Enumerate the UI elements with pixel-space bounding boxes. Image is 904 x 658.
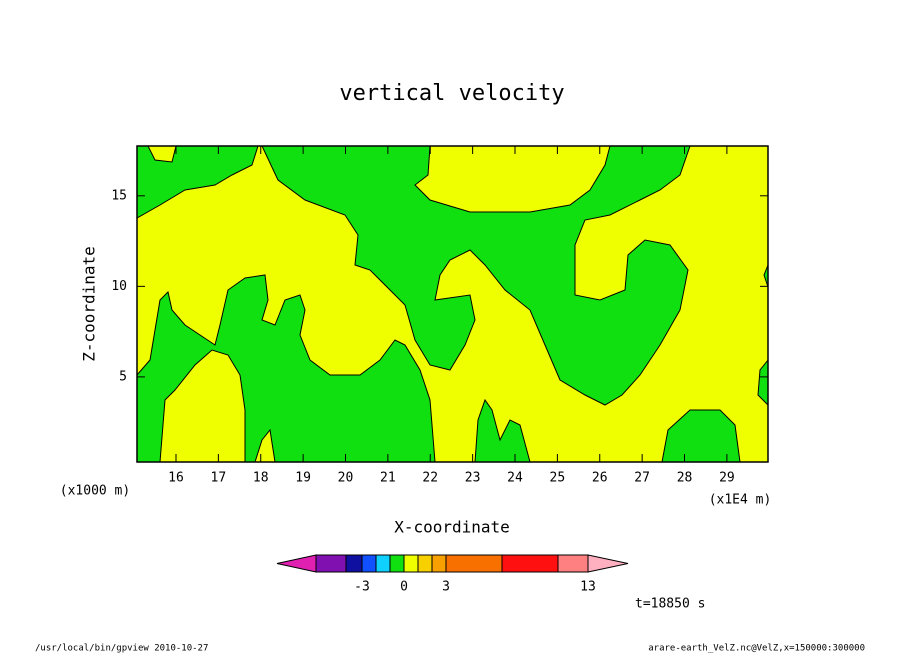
colorbar-box: [557, 554, 589, 573]
time-label: t=18850 s: [635, 597, 705, 612]
x-tick-label: 26: [592, 471, 608, 486]
x-tick-label: 24: [507, 471, 523, 486]
colorbar-box: [389, 554, 405, 573]
x-tick-label: 27: [634, 471, 650, 486]
colorbar-arrow: [276, 554, 317, 573]
region: [136, 145, 259, 219]
region: [474, 398, 531, 463]
x-tick-label: 19: [295, 471, 311, 486]
y-tick-label: 15: [111, 188, 127, 203]
colorbar-tick-label: 0: [400, 580, 408, 595]
x-tick-label: 29: [719, 471, 735, 486]
x-tick-label: 21: [380, 471, 396, 486]
footer-right: arare-earth_VelZ.nc@VelZ,x=150000:300000: [648, 644, 865, 654]
colorbar-box: [417, 554, 433, 573]
y-axis-label: Z-coordinate: [80, 246, 99, 362]
colorbar-tick-label: 3: [442, 580, 450, 595]
x-tick-label: 22: [422, 471, 438, 486]
colorbar-box: [361, 554, 377, 573]
y-tick-label: 10: [111, 279, 127, 294]
footer-left: /usr/local/bin/gpview 2010-10-27: [35, 644, 208, 654]
colorbar-arrow: [587, 554, 629, 573]
colorbar-box: [445, 554, 503, 573]
plot-area: [136, 145, 769, 463]
x-tick-label: 25: [550, 471, 566, 486]
colorbar: -3 0 3 13: [276, 554, 629, 595]
contour-regions: [136, 145, 769, 463]
colorbar-box: [501, 554, 559, 573]
colorbar-box: [345, 554, 363, 573]
colorbar-box: [431, 554, 447, 573]
x-tick-label: 20: [338, 471, 354, 486]
chart-title: vertical velocity: [339, 81, 564, 106]
colorbar-box: [403, 554, 419, 573]
region: [136, 274, 436, 463]
x-axis-label: X-coordinate: [394, 518, 510, 537]
plot-frame: [136, 145, 769, 463]
colorbar-box: [315, 554, 347, 573]
y-tick-label: 5: [119, 369, 127, 384]
x-tick-label: 28: [677, 471, 693, 486]
x-tick-label: 16: [168, 471, 184, 486]
x-tick-label: 17: [211, 471, 227, 486]
colorbar-tick-label: -3: [354, 580, 370, 595]
colorbar-tick-label: 13: [580, 580, 596, 595]
region: [261, 145, 691, 406]
x-tick-label: 23: [465, 471, 481, 486]
x-unit: (x1E4 m): [709, 493, 772, 508]
y-unit: (x1000 m): [60, 484, 130, 499]
x-tick-label: 18: [253, 471, 269, 486]
colorbar-box: [375, 554, 391, 573]
